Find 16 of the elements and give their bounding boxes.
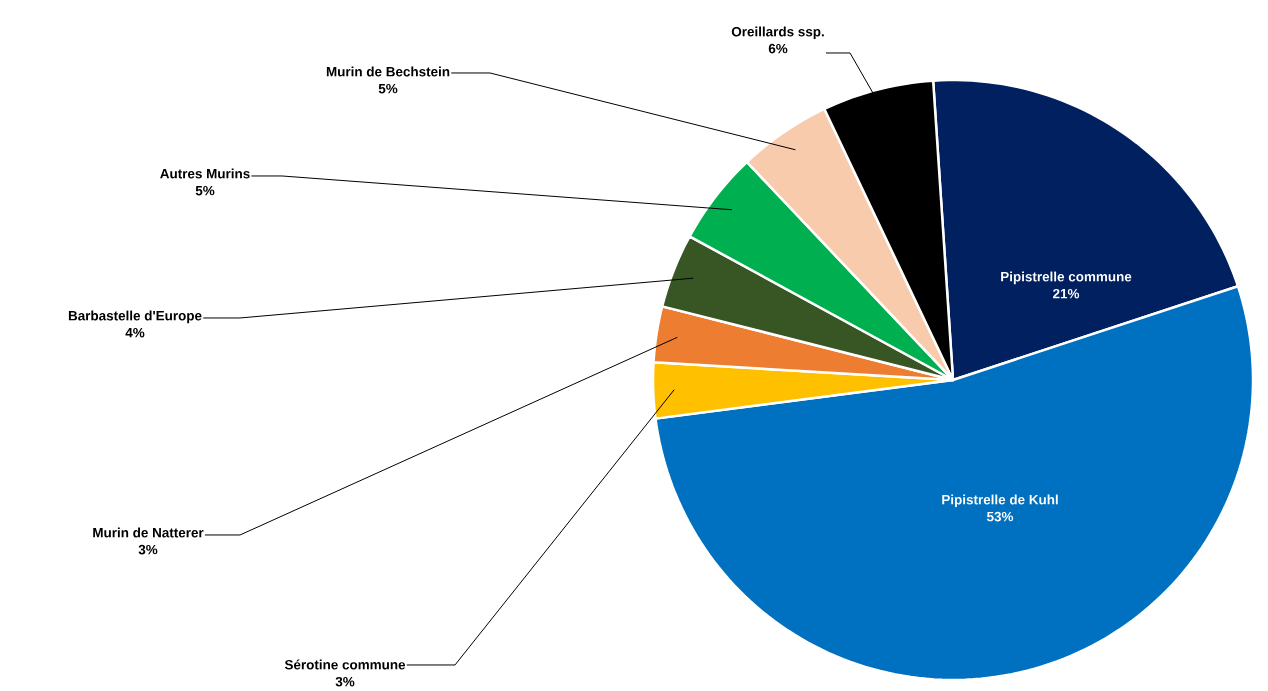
data-label: 6%	[768, 43, 788, 54]
slice-label: Sérotine commune	[284, 659, 406, 670]
slice-label: Murin de Natterer	[93, 527, 204, 538]
slice-label: Pipistrelle de Kuhl	[942, 494, 1058, 508]
data-label: 21%	[1053, 288, 1080, 299]
data-label: 5%	[378, 83, 398, 94]
data-label: 53%	[986, 511, 1014, 522]
data-label: 3%	[138, 544, 158, 555]
data-label: 4%	[125, 327, 145, 338]
data-label: 3%	[335, 676, 355, 687]
slice-label: Murin de Bechstein	[326, 66, 450, 77]
slice-label: Pipistrelle commune	[1001, 271, 1132, 285]
data-label: 5%	[195, 185, 215, 196]
slice-label: Oreillards ssp.	[731, 26, 824, 40]
slice-label: Autres Murins	[160, 168, 250, 179]
slice-label: Barbastelle d'Europe	[68, 310, 202, 324]
